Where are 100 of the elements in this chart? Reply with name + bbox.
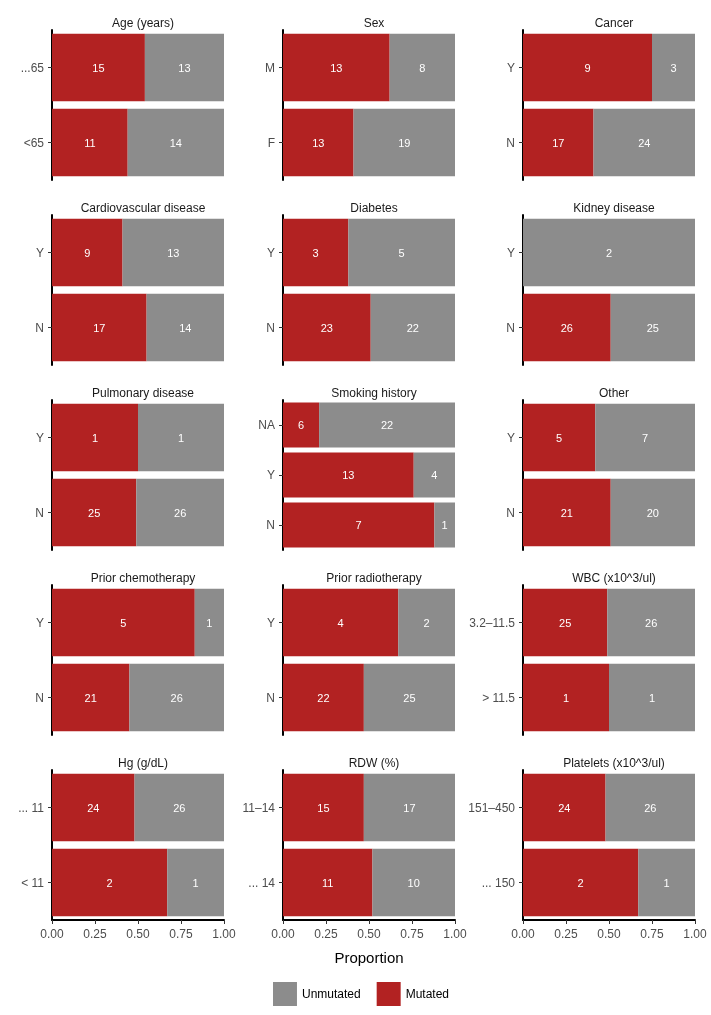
- annotation: 15: [317, 801, 330, 814]
- annotation: 13: [178, 61, 191, 74]
- annotation: 26: [174, 506, 187, 519]
- annotation: 23: [320, 321, 333, 334]
- y-tick-label: N: [266, 320, 275, 335]
- annotation: 22: [317, 691, 330, 704]
- annotation: 13: [342, 469, 355, 481]
- annotation: 2: [106, 876, 113, 889]
- annotation: 25: [403, 691, 416, 704]
- y-tick-label: Y: [35, 245, 44, 260]
- x-tick-label: 1.00: [212, 927, 236, 941]
- annotation: 5: [556, 431, 563, 444]
- bar: [434, 502, 455, 548]
- annotation: 24: [558, 801, 571, 814]
- annotation: 9: [584, 61, 591, 74]
- y-tick-label: N: [266, 690, 275, 705]
- y-tick-label: Y: [506, 245, 515, 260]
- chart-title: Sex: [363, 16, 385, 30]
- bar: [638, 848, 695, 917]
- annotation: 4: [337, 616, 344, 629]
- annotation: 15: [92, 61, 105, 74]
- annotation: 14: [169, 136, 182, 149]
- annotation: 19: [398, 136, 411, 149]
- chart-title: Hg (g/dL): [117, 756, 169, 770]
- annotation: 2: [605, 246, 613, 259]
- annotation: 21: [84, 691, 97, 704]
- annotation: 22: [380, 419, 394, 431]
- bar: [283, 402, 320, 448]
- annotation: 1: [663, 876, 670, 889]
- bar: [52, 848, 168, 917]
- bar: [283, 502, 435, 548]
- y-tick-label: Y: [506, 430, 515, 445]
- annotation: 4: [431, 469, 438, 481]
- annotation: 7: [642, 431, 649, 444]
- x-tick-label: 0.75: [169, 927, 193, 941]
- annotation: 20: [646, 506, 659, 519]
- y-tick-label: ... 11: [18, 800, 45, 815]
- bar: [283, 848, 373, 917]
- y-tick-label: Y: [35, 615, 44, 630]
- y-tick-label: Y: [266, 468, 275, 482]
- annotation: 3: [312, 246, 319, 259]
- annotation: 26: [560, 321, 573, 334]
- bar: [283, 452, 414, 498]
- bar: [372, 848, 455, 917]
- annotation: 17: [403, 801, 416, 814]
- x-tick-label: 0.25: [83, 927, 107, 941]
- y-tick-label: F: [267, 135, 275, 150]
- annotation: 25: [88, 506, 101, 519]
- annotation: 3: [670, 61, 677, 74]
- y-tick-label: N: [35, 505, 44, 520]
- x-tick-label: 0.25: [554, 927, 578, 941]
- annotation: 17: [552, 136, 565, 149]
- y-tick-label: > 11.5: [482, 690, 516, 705]
- y-tick-label: Y: [266, 615, 275, 630]
- x-tick-label: 0.00: [511, 927, 535, 941]
- chart-title: Cardiovascular disease: [80, 201, 206, 215]
- chart-title: Platelets (x10^3/ul): [563, 756, 665, 770]
- y-tick-label: 11–14: [242, 800, 276, 815]
- y-tick-label: N: [35, 320, 44, 335]
- annotation: 24: [87, 801, 100, 814]
- x-tick-label: 0.00: [271, 927, 295, 941]
- annotation: 6: [298, 419, 305, 431]
- annotation: 21: [560, 506, 573, 519]
- legend-label: Unmutated: [301, 987, 361, 1001]
- chart-title: Age (years): [111, 16, 175, 30]
- annotation: 9: [84, 246, 91, 259]
- bar: [413, 452, 455, 498]
- annotation: 10: [407, 876, 420, 889]
- chart-title: Smoking history: [331, 386, 417, 400]
- annotation: 1: [206, 616, 213, 629]
- bar: [363, 773, 455, 842]
- x-tick-label: 0.75: [400, 927, 424, 941]
- annotation: 7: [355, 519, 362, 531]
- x-tick-label: 0.50: [357, 927, 381, 941]
- x-tick-label: 0.25: [314, 927, 338, 941]
- x-tick-label: 0.00: [40, 927, 64, 941]
- chart-title: Prior radiotherapy: [326, 571, 422, 585]
- y-tick-label: 151–450: [468, 800, 516, 815]
- y-tick-label: < 11: [21, 875, 45, 890]
- annotation: 1: [177, 431, 185, 444]
- annotation: 17: [93, 321, 106, 334]
- chart-title: RDW (%): [348, 756, 400, 770]
- y-tick-label: 3.2–11.5: [469, 615, 516, 630]
- annotation: 2: [577, 876, 584, 889]
- bar: [283, 773, 364, 842]
- bar: [134, 773, 224, 842]
- y-tick-label: ... 150: [481, 875, 516, 890]
- bar: [523, 773, 606, 842]
- y-tick-label: ... 14: [248, 875, 276, 890]
- x-tick-label: 0.50: [597, 927, 621, 941]
- y-tick-label: N: [266, 518, 275, 532]
- bar: [319, 402, 455, 448]
- annotation: 11: [322, 876, 334, 889]
- y-tick-label: Y: [266, 245, 275, 260]
- annotation: 13: [330, 61, 343, 74]
- chart-title: Pulmonary disease: [91, 386, 195, 400]
- y-tick-label: N: [35, 690, 44, 705]
- annotation: 13: [167, 246, 180, 259]
- chart-title: Cancer: [594, 16, 634, 30]
- legend-label: Mutated: [405, 987, 450, 1001]
